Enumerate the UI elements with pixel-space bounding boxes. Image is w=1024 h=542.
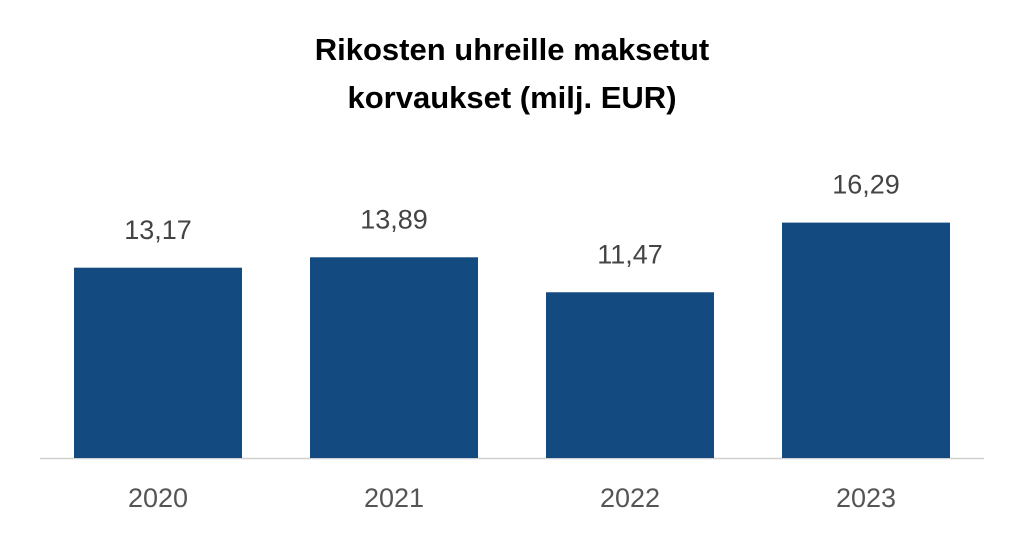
chart-title: Rikosten uhreille maksetut: [315, 32, 710, 67]
x-tick-label: 2020: [128, 483, 188, 513]
bar: [310, 257, 478, 458]
x-tick-label: 2023: [836, 483, 896, 513]
x-tick-label: 2022: [600, 483, 660, 513]
bar: [782, 222, 950, 458]
chart-title: korvaukset (milj. EUR): [347, 80, 676, 115]
value-label: 13,17: [124, 215, 192, 245]
value-label: 16,29: [832, 170, 900, 200]
bar: [546, 292, 714, 458]
bar: [74, 267, 242, 458]
value-label: 11,47: [597, 239, 663, 269]
value-label: 13,89: [360, 204, 428, 234]
x-tick-label: 2021: [364, 483, 424, 513]
